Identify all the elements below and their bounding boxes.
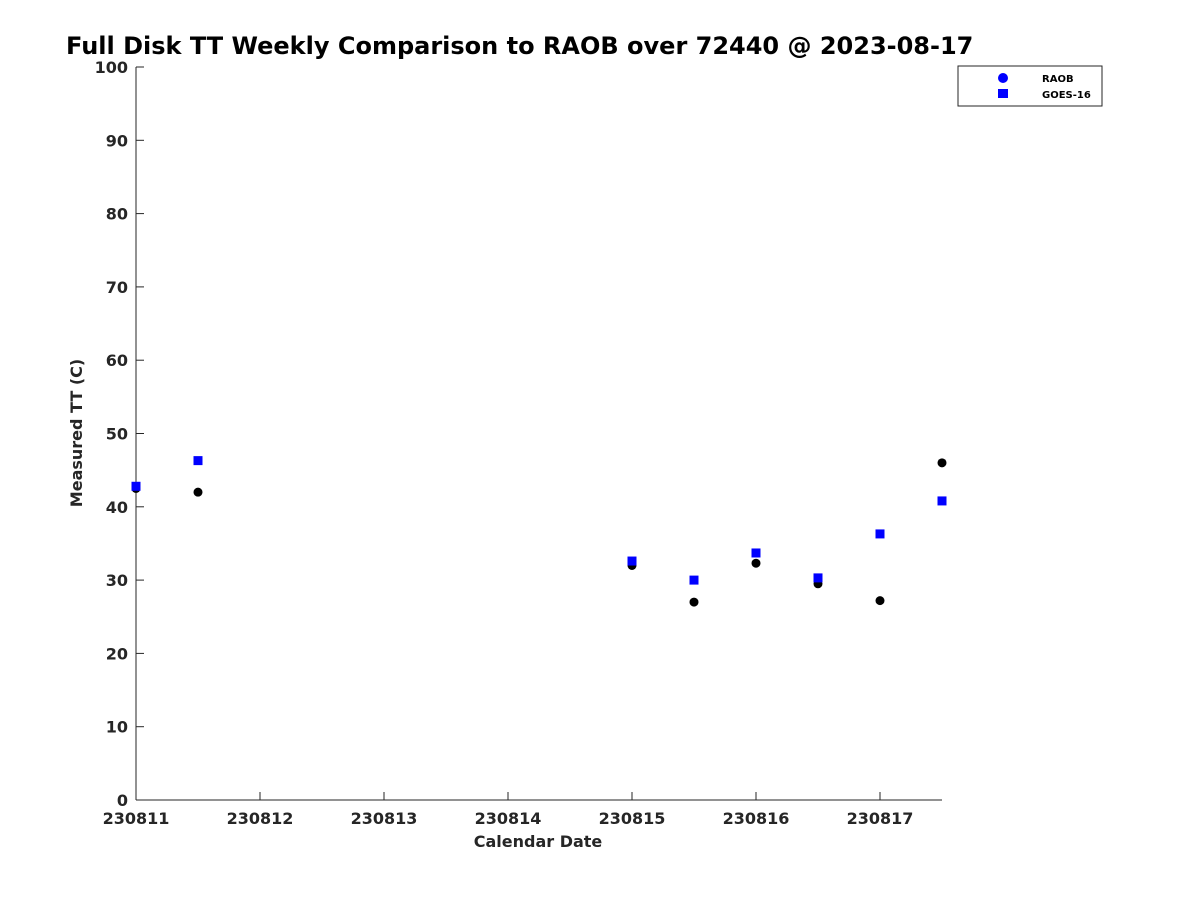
point-goes16 xyxy=(131,481,141,491)
tick-labels: 0 10 20 30 40 50 60 70 80 90 100 230811 230812 230813… xyxy=(95,58,914,828)
chart-title: Full Disk TT Weekly Comparison to RAOB o… xyxy=(66,32,973,60)
x-tick-label: 230815 xyxy=(599,809,666,828)
legend-marker-raob xyxy=(998,73,1008,83)
x-tick-label: 230812 xyxy=(227,809,294,828)
point-raob xyxy=(193,487,203,497)
point-goes16 xyxy=(193,456,203,466)
y-tick-label: 90 xyxy=(106,131,128,150)
point-goes16 xyxy=(627,556,637,566)
point-goes16 xyxy=(751,548,761,558)
legend-box xyxy=(957,65,1103,107)
x-tick-label: 230811 xyxy=(103,809,170,828)
y-tick-label: 50 xyxy=(106,425,128,444)
x-tick-label: 230816 xyxy=(723,809,790,828)
x-tick-label: 230817 xyxy=(847,809,914,828)
point-raob xyxy=(875,596,885,606)
x-axis-label: Calendar Date xyxy=(474,832,603,851)
point-raob xyxy=(689,597,699,607)
y-tick-label: 20 xyxy=(106,644,128,663)
point-goes16 xyxy=(689,575,699,585)
y-tick-label: 0 xyxy=(117,791,128,810)
y-axis-label: Measured TT (C) xyxy=(67,359,86,507)
point-goes16 xyxy=(813,573,823,583)
point-raob xyxy=(751,558,761,568)
point-goes16 xyxy=(875,529,885,539)
data-points xyxy=(131,456,947,607)
y-tick-label: 60 xyxy=(106,351,128,370)
x-tick-label: 230814 xyxy=(475,809,542,828)
legend-label-goes16: GOES-16 xyxy=(1042,90,1091,101)
axes xyxy=(135,66,942,801)
y-tick-label: 40 xyxy=(106,498,128,517)
y-tick-label: 10 xyxy=(106,718,128,737)
y-tick-label: 100 xyxy=(95,58,128,77)
y-tick-label: 70 xyxy=(106,278,128,297)
legend-label-raob: RAOB xyxy=(1042,74,1074,85)
y-tick-label: 80 xyxy=(106,205,128,224)
point-goes16 xyxy=(937,496,947,506)
point-raob xyxy=(937,458,947,468)
legend: RAOB GOES-16 xyxy=(957,65,1103,107)
legend-marker-goes16 xyxy=(998,89,1008,98)
x-tick-label: 230813 xyxy=(351,809,418,828)
y-tick-label: 30 xyxy=(106,571,128,590)
